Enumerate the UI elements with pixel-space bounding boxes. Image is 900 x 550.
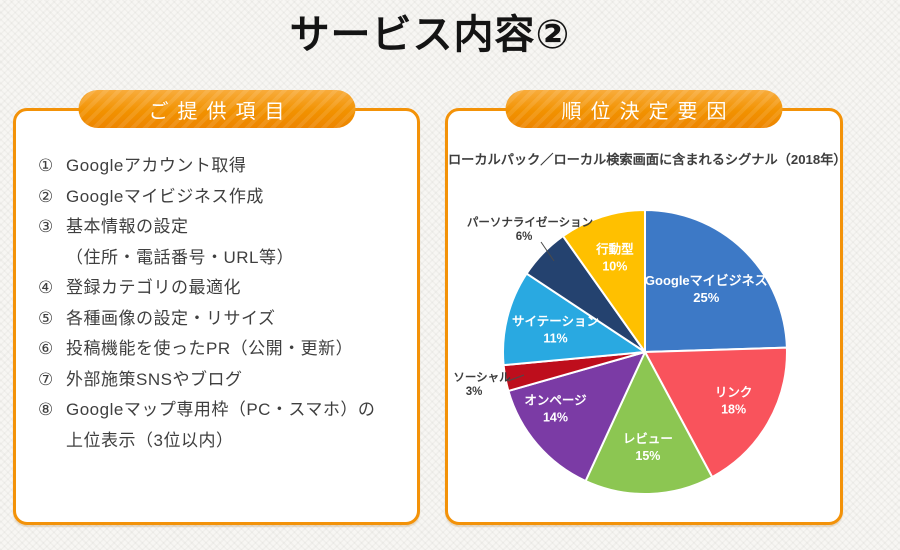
list-item-number: ③ — [38, 217, 54, 236]
list-item-line: 基本情報の設定 — [66, 217, 189, 236]
list-item-number: ④ — [38, 278, 54, 297]
list-item: ④ 登録カテゴリの最適化 — [38, 273, 411, 304]
pie-label-3: レビュー 15% — [623, 431, 673, 463]
list-item-line: （住所・電話番号・URL等） — [66, 247, 295, 267]
list-item-number: ⑤ — [38, 308, 54, 328]
list-item: ⑦ 外部施策SNSやブログ — [38, 365, 411, 396]
list-item-line: Googleマイビジネス作成 — [66, 186, 264, 206]
pie-label-1: Googleマイビジネス 25% — [645, 273, 768, 305]
pie-label-6: サイテーション 11% — [512, 314, 599, 345]
pie-slice-6 — [502, 272, 646, 367]
pie-leader-line-5 — [507, 374, 525, 382]
pie-chart: Googleマイビジネス 25% リンク 18% レビュー 15% オンページ 14% ソーシャ… — [453, 209, 788, 495]
list-item-number: ⑥ — [38, 339, 54, 358]
list-item-number: ⑦ — [38, 369, 54, 389]
list-item-line: 各種画像の設定・リサイズ — [66, 308, 276, 328]
provided-items-list: ① Googleアカウント取得 ② Googleマイビジネス作成 ③ 基本情報の設定 （住所… — [38, 151, 411, 456]
list-item-number: ① — [38, 156, 54, 175]
list-item: ⑧ Googleマップ専用枠（PC・スマホ）の 上位表示（3位以内） — [38, 395, 411, 456]
list-item-number: ② — [38, 186, 54, 206]
list-item: ⑥ 投稿機能を使ったPR（公開・更新） — [38, 334, 411, 365]
list-item: ① Googleアカウント取得 — [38, 151, 411, 182]
list-item: ⑤ 各種画像の設定・リサイズ — [38, 304, 411, 335]
provided-items-header-label: ご提供項目 — [148, 100, 294, 123]
ranking-factors-header: 順位決定要因 — [506, 90, 783, 128]
pie-slice-1 — [644, 209, 788, 353]
list-item: ② Googleマイビジネス作成 — [38, 182, 411, 213]
list-item-number: ⑧ — [38, 400, 54, 419]
pie-leader-line-7 — [540, 241, 555, 262]
pie-label-5: ソーシャル 3% — [453, 371, 511, 398]
provided-items-panel: ご提供項目 ① Googleアカウント取得 ② Googleマイビジネス作成 ③ 基本情報… — [13, 90, 420, 525]
pie-label-4: オンページ 14% — [524, 394, 587, 425]
list-item-line: 外部施策SNSやブログ — [66, 369, 243, 389]
chart-title: ローカルパック／ローカル検索画面に含まれるシグナル（2018年） — [448, 152, 847, 167]
ranking-factors-header-label: 順位決定要因 — [561, 100, 736, 123]
pie-label-2: リンク 18% — [715, 385, 753, 416]
list-item-line: Googleアカウント取得 — [66, 156, 247, 175]
pie-slice-2 — [644, 346, 788, 479]
list-item: ③ 基本情報の設定 （住所・電話番号・URL等） — [38, 212, 411, 273]
ranking-factors-panel: 順位決定要因 ローカルパック／ローカル検索画面に含まれるシグナル（2018年） … — [445, 90, 847, 525]
pie-slice-4 — [507, 351, 646, 482]
list-item-line: 投稿機能を使ったPR（公開・更新） — [66, 339, 354, 358]
pie-slice-3 — [584, 351, 714, 495]
pie-slice-8 — [562, 209, 646, 353]
list-item-line: 上位表示（3位以内） — [66, 430, 234, 450]
list-item-line: 登録カテゴリの最適化 — [66, 278, 241, 297]
page-title: サービス内容② — [289, 13, 571, 57]
provided-items-header: ご提供項目 — [78, 90, 355, 128]
pie-label-7: パーソナライゼーション 6% — [467, 215, 593, 243]
list-item-line: Googleマップ専用枠（PC・スマホ）の — [66, 400, 376, 419]
pie-label-8: 行動型 10% — [595, 241, 634, 273]
